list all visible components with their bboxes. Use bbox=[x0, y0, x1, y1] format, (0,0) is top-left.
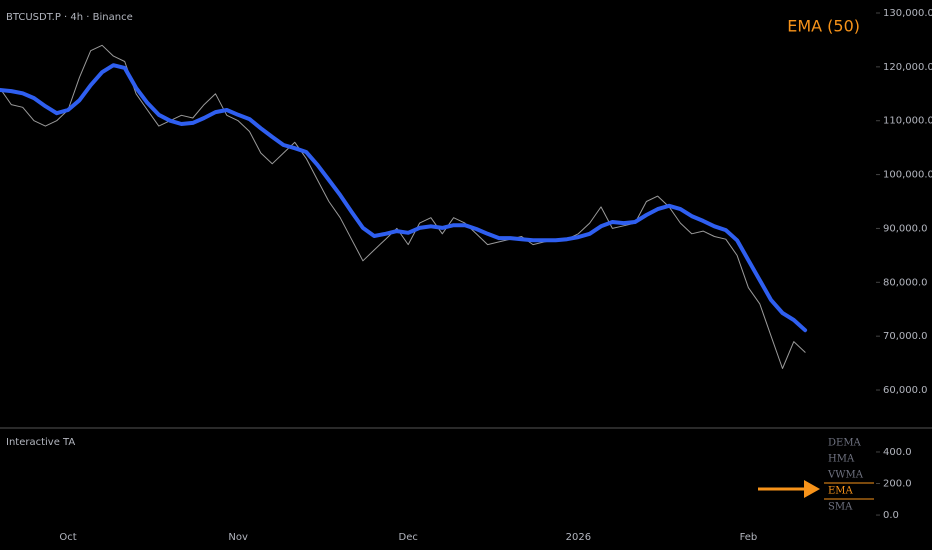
menu-option[interactable]: VWMA bbox=[827, 470, 864, 481]
y-tick-label: 0.0 bbox=[883, 510, 899, 521]
y-tick-label: 120,000.0 bbox=[883, 62, 932, 73]
ema-label: EMA (50) bbox=[787, 17, 860, 36]
menu-option[interactable]: HMA bbox=[828, 454, 855, 465]
x-tick-label: 2026 bbox=[566, 532, 591, 543]
y-tick-label: 130,000.0 bbox=[883, 8, 932, 19]
y-tick-label: 100,000.0 bbox=[883, 170, 932, 181]
menu-option[interactable]: DEMA bbox=[828, 438, 862, 449]
panel-title: Interactive TA bbox=[6, 437, 75, 448]
ema-line bbox=[0, 63, 808, 333]
price-line bbox=[0, 44, 806, 369]
y-tick-label: 80,000.0 bbox=[883, 277, 928, 288]
y-tick-label: 60,000.0 bbox=[883, 385, 928, 396]
arrow-head bbox=[804, 480, 820, 498]
x-tick-label: Nov bbox=[228, 532, 248, 543]
chart-title: BTCUSDT.P · 4h · Binance bbox=[6, 12, 133, 23]
menu-option[interactable]: EMA bbox=[828, 486, 854, 497]
y-tick-label: 200.0 bbox=[883, 479, 912, 490]
x-tick-label: Dec bbox=[399, 532, 418, 543]
y-tick-label: 70,000.0 bbox=[883, 331, 928, 342]
y-tick-label: 110,000.0 bbox=[883, 116, 932, 127]
y-tick-label: 400.0 bbox=[883, 447, 912, 458]
menu-option[interactable]: SMA bbox=[828, 502, 853, 513]
x-tick-label: Oct bbox=[59, 532, 76, 543]
x-tick-label: Feb bbox=[740, 532, 758, 543]
y-tick-label: 90,000.0 bbox=[883, 223, 928, 234]
